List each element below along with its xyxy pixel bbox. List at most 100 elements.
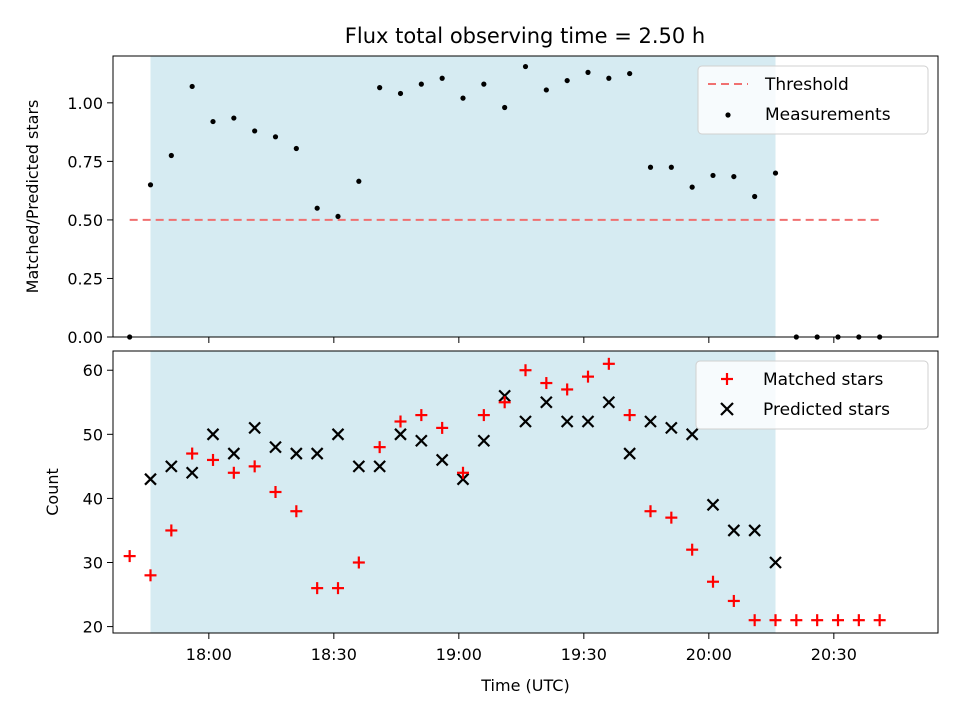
legend-predicted-label: Predicted stars	[763, 400, 890, 420]
predicted-stars-point	[144, 472, 157, 486]
legend-matched-swatch	[721, 373, 733, 385]
legend-measurements-swatch	[725, 112, 731, 118]
top-y-tick-label-2: 0.50	[67, 211, 103, 230]
top-y-axis-label: Matched/Predicted stars	[23, 100, 42, 294]
predicted-stars-point	[540, 395, 553, 409]
matched-stars-point	[873, 614, 886, 627]
predicted-stars-point	[165, 460, 178, 473]
predicted-stars-point	[685, 428, 699, 441]
predicted-stars-point	[706, 498, 720, 512]
legend-predicted-swatch	[720, 402, 734, 416]
predicted-stars-point	[248, 421, 261, 435]
predicted-stars-point	[185, 466, 199, 480]
legend-matched-label: Matched stars	[763, 370, 883, 390]
x-tick-label-2: 19:00	[436, 645, 482, 664]
measurement-point	[231, 115, 237, 121]
predicted-stars-point	[665, 421, 678, 435]
measurement-point	[356, 178, 362, 184]
predicted-stars-point	[581, 415, 595, 428]
measurement-point	[543, 87, 549, 93]
matched-stars-point	[227, 466, 240, 479]
measurement-point	[314, 205, 320, 211]
predicted-stars-point	[456, 472, 470, 486]
matched-stars-point	[748, 614, 761, 627]
top-y-tick-label-0: 0.00	[67, 328, 103, 347]
top-panel: 0.00 0.25 0.50 0.75 1.00 Matched/Predicted s…	[23, 55, 939, 347]
predicted-stars-point	[373, 460, 386, 473]
bottom-y-axis-label: Count	[43, 468, 62, 516]
measurement-point	[668, 164, 674, 170]
predicted-stars-point	[498, 389, 511, 403]
predicted-stars-point	[748, 524, 761, 537]
measurement-point	[481, 81, 487, 87]
bottom-panel: 20 30 40 50 60 18:00 18:30 19:00 19:30 20:00 20:3…	[43, 350, 939, 695]
matched-stars-point	[790, 614, 803, 627]
measurement-point	[752, 193, 758, 200]
matched-stars-point	[623, 409, 636, 422]
bottom-y-tick-label-1: 30	[83, 554, 103, 573]
matched-stars-point	[436, 421, 449, 434]
predicted-stars-point	[206, 428, 220, 441]
matched-stars-point	[519, 364, 532, 377]
bottom-x-ticks: 18:00 18:30 19:00 19:30 20:00 20:30	[186, 633, 857, 664]
top-legend: Threshold Measurements	[697, 65, 929, 135]
predicted-stars-point	[227, 447, 241, 460]
top-x-ticks	[208, 337, 835, 343]
measurement-point	[439, 75, 445, 81]
top-y-tick-label-1: 0.25	[67, 269, 103, 288]
top-y-tick-label-3: 0.75	[67, 152, 103, 171]
top-y-ticks: 0.00 0.25 0.50 0.75 1.00	[67, 94, 113, 347]
bottom-y-tick-label-4: 60	[83, 361, 103, 380]
matched-stars-point	[769, 614, 782, 627]
top-axes-frame	[112, 55, 939, 338]
measurement-point	[272, 134, 279, 140]
measurement-point	[335, 213, 341, 220]
top-legend-box	[697, 65, 929, 135]
measurement-point	[189, 83, 195, 90]
matched-stars-point	[373, 441, 386, 454]
measurement-point	[564, 77, 570, 84]
predicted-stars-points	[144, 389, 782, 569]
predicted-stars-point	[477, 434, 491, 448]
x-tick-label-0: 18:00	[186, 645, 232, 664]
x-tick-label-5: 20:30	[811, 645, 857, 664]
measurement-point	[460, 95, 466, 101]
top-y-tick-label-4: 1.00	[67, 94, 103, 113]
measurement-point	[168, 152, 174, 159]
measurement-point	[647, 164, 654, 170]
matched-stars-point	[457, 466, 469, 479]
predicted-stars-point	[290, 447, 303, 460]
predicted-stars-point	[394, 428, 407, 441]
matched-stars-point	[602, 357, 615, 370]
matched-stars-point	[540, 377, 553, 390]
matched-stars-point	[144, 569, 157, 582]
matched-stars-point	[165, 524, 178, 537]
matched-stars-point	[477, 409, 490, 422]
matched-stars-point	[852, 614, 865, 627]
bottom-axes-frame	[112, 350, 939, 634]
predicted-stars-point	[310, 447, 324, 460]
matched-stars-point	[207, 453, 219, 466]
chart-title: Flux total observing time = 2.50 h	[345, 24, 705, 48]
matched-stars-point	[123, 550, 136, 563]
x-axis-label: Time (UTC)	[480, 676, 569, 695]
predicted-stars-point	[269, 440, 282, 454]
matched-stars-point	[686, 543, 699, 556]
measurement-point	[502, 104, 508, 111]
matched-stars-point	[707, 575, 719, 588]
top-observing-window	[150, 56, 776, 337]
predicted-stars-point	[602, 395, 616, 409]
predicted-stars-point	[352, 460, 366, 473]
measurement-point	[147, 182, 154, 188]
measurement-point	[210, 118, 216, 125]
matched-stars-point	[332, 582, 344, 595]
predicted-stars-point	[415, 434, 428, 448]
matched-stars-point	[644, 505, 657, 518]
bottom-legend: Matched stars Predicted stars	[695, 360, 929, 430]
predicted-stars-point	[623, 447, 636, 460]
matched-stars-point	[498, 396, 511, 409]
measurement-point	[627, 70, 633, 77]
matched-stars-point	[665, 511, 678, 524]
x-tick-label-4: 20:00	[686, 645, 732, 664]
